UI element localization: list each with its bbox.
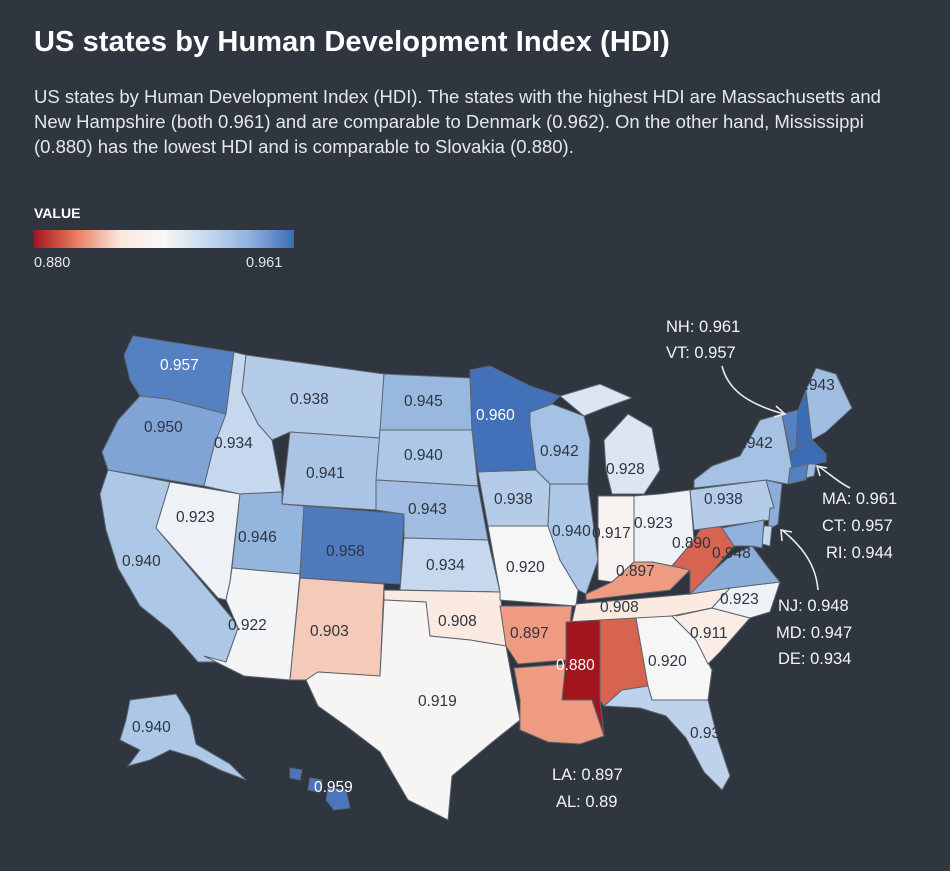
leader-nj-md-de — [781, 529, 819, 591]
state-tx[interactable] — [305, 599, 521, 821]
label-ca: 0.940 — [122, 553, 161, 570]
callout-ri: RI: 0.944 — [826, 544, 893, 562]
state-mi[interactable] — [558, 383, 661, 495]
label-tn: 0.908 — [600, 599, 639, 616]
label-co: 0.958 — [326, 543, 365, 560]
label-oh: 0.923 — [634, 515, 673, 532]
label-ar: 0.897 — [510, 625, 549, 642]
leader-nh-vt-arrow — [773, 405, 787, 418]
label-ut: 0.946 — [238, 529, 277, 546]
callout-ma: MA: 0.961 — [822, 490, 897, 508]
label-mi: 0.928 — [606, 461, 645, 478]
legend-min-label: 0.880 — [34, 255, 71, 271]
label-il: 0.940 — [552, 523, 591, 540]
legend-color-bar — [34, 230, 294, 248]
map-title: US states by Human Development Index (HD… — [34, 26, 670, 58]
callout-la: LA: 0.897 — [552, 766, 623, 784]
map-subtitle: US states by Human Development Index (HD… — [34, 86, 881, 157]
label-mn: 0.960 — [476, 407, 515, 424]
label-sc: 0.911 — [690, 625, 728, 642]
leader-ma-ct-ri-arrow — [815, 464, 828, 477]
state-ct[interactable] — [787, 463, 809, 485]
legend-title: VALUE — [34, 205, 81, 221]
label-in: 0.917 — [592, 525, 631, 542]
label-va: 0.948 — [712, 545, 751, 562]
label-me: 0.943 — [796, 377, 835, 394]
label-id: 0.934 — [214, 435, 253, 452]
leader-nj-md-de-arrow — [780, 529, 793, 542]
state-fl[interactable] — [602, 685, 731, 791]
label-ms: 0.880 — [556, 657, 595, 674]
label-nm: 0.903 — [310, 623, 349, 640]
callout-nh: NH: 0.961 — [666, 318, 740, 336]
label-or: 0.950 — [144, 419, 183, 436]
label-fl: 0.936 — [690, 725, 729, 742]
state-ri[interactable] — [805, 463, 817, 479]
label-ok: 0.908 — [438, 613, 477, 630]
state-ma[interactable] — [789, 439, 827, 469]
callout-md: MD: 0.947 — [776, 624, 852, 642]
label-mt: 0.938 — [290, 391, 329, 408]
label-wv: 0.890 — [672, 535, 711, 552]
callout-vt: VT: 0.957 — [666, 344, 736, 362]
label-ak: 0.940 — [132, 719, 171, 736]
label-ia: 0.938 — [494, 491, 533, 508]
state-md[interactable] — [721, 519, 765, 549]
label-wi: 0.942 — [540, 443, 579, 460]
callout-al: AL: 0.89 — [556, 793, 617, 811]
state-ak[interactable] — [119, 693, 247, 781]
leader-ma-ct-ri — [817, 465, 851, 489]
state-il[interactable] — [547, 483, 599, 595]
state-ar[interactable] — [499, 605, 573, 665]
callout-nj: NJ: 0.948 — [778, 597, 849, 615]
state-ny[interactable] — [693, 413, 793, 489]
label-nd: 0.945 — [404, 393, 443, 410]
label-ky: 0.897 — [616, 563, 655, 580]
label-mo: 0.920 — [506, 559, 545, 576]
callout-ct: CT: 0.957 — [822, 517, 893, 535]
label-nc: 0.923 — [720, 591, 759, 608]
legend-max-label: 0.961 — [246, 255, 283, 271]
state-nc[interactable] — [675, 581, 781, 619]
label-ne: 0.943 — [408, 501, 447, 518]
callout-de: DE: 0.934 — [778, 650, 851, 668]
label-ga: 0.920 — [648, 653, 687, 670]
label-ny: 0.942 — [734, 435, 773, 452]
label-hi: 0.959 — [314, 779, 353, 796]
state-hi[interactable] — [289, 767, 351, 811]
label-pa: 0.938 — [704, 491, 743, 508]
label-nv: 0.923 — [176, 509, 215, 526]
label-sd: 0.940 — [404, 447, 443, 464]
label-az: 0.922 — [228, 617, 267, 634]
label-ks: 0.934 — [426, 557, 465, 574]
leader-nh-vt — [721, 365, 785, 415]
state-va[interactable] — [688, 545, 781, 595]
label-wa: 0.957 — [160, 357, 199, 374]
label-tx: 0.919 — [418, 693, 457, 710]
label-wy: 0.941 — [306, 465, 345, 482]
